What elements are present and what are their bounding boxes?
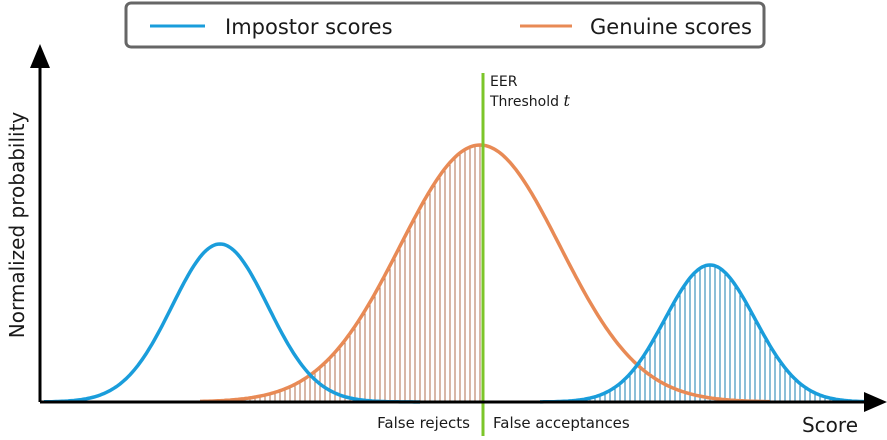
y-arrow [30, 44, 50, 68]
legend-label: Genuine scores [590, 15, 752, 39]
genuine-curve [200, 143, 770, 404]
region-label: False rejects [377, 414, 470, 432]
impostor-curve [540, 263, 871, 404]
legend-label: Impostor scores [225, 15, 393, 39]
x-arrow [864, 392, 887, 412]
impostor-curve [44, 242, 420, 404]
threshold-label: EER [490, 74, 518, 90]
threshold-symbol: t [563, 91, 570, 110]
y-axis-label: Normalized probability [5, 112, 29, 339]
region-label: False acceptances [493, 414, 630, 432]
threshold-word: Threshold [489, 94, 559, 110]
x-axis-label: Score [802, 413, 858, 437]
hatching [244, 145, 861, 402]
curves [44, 143, 871, 404]
threshold-label: Threshold t [489, 91, 570, 110]
legend-box [124, 1, 766, 49]
